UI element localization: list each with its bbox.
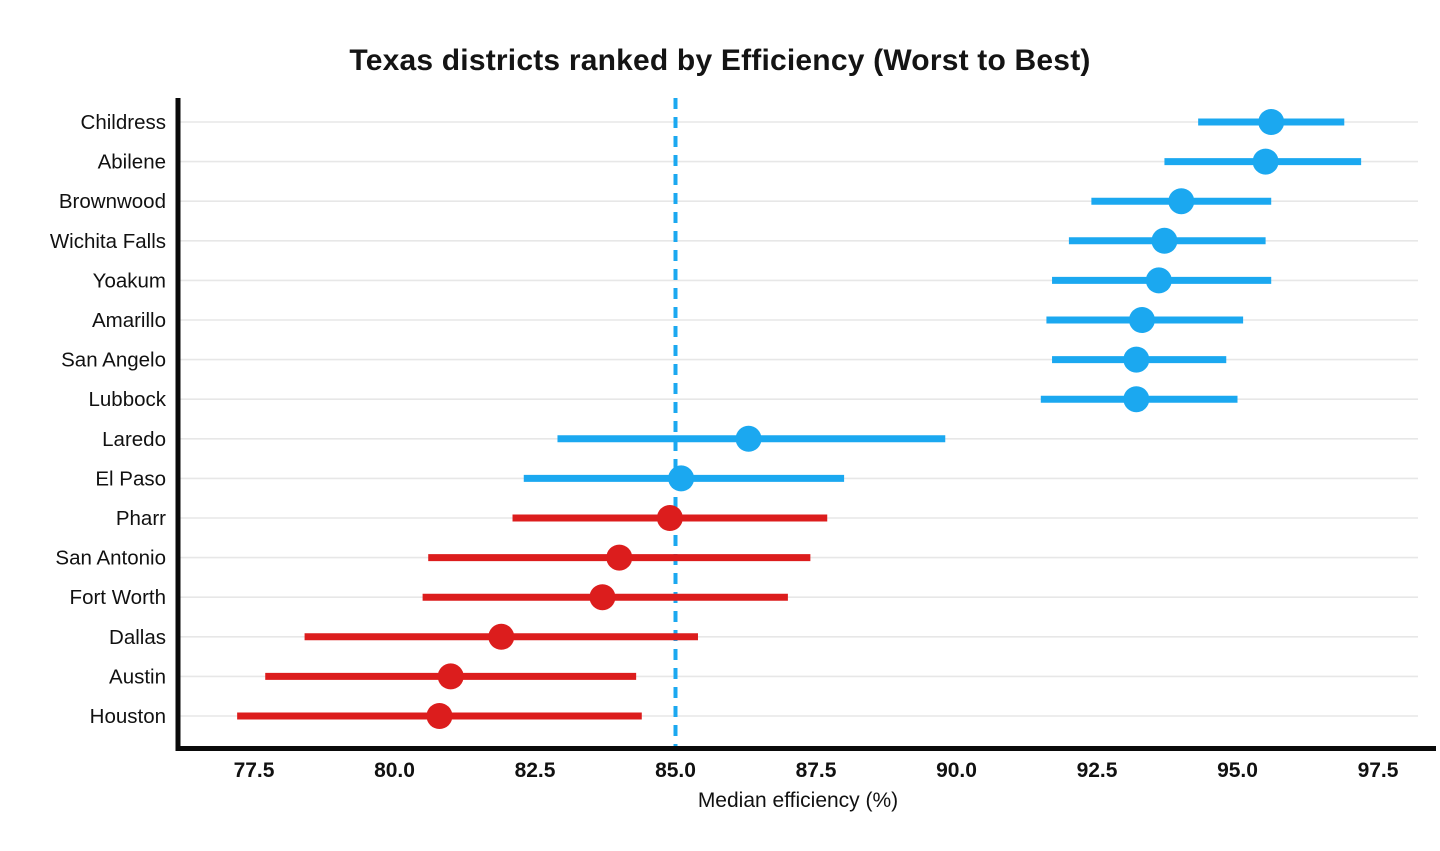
x-tick-label: 82.5: [515, 759, 556, 782]
y-tick-label: Lubbock: [88, 388, 166, 411]
median-dot: [1128, 307, 1155, 333]
median-dot: [656, 505, 683, 531]
x-tick-label: 80.0: [374, 759, 415, 782]
y-tick-label: San Antonio: [55, 547, 166, 570]
x-tick-label: 85.0: [655, 759, 696, 782]
y-tick-label: Houston: [90, 705, 166, 728]
median-dot: [437, 663, 464, 690]
median-dot: [1168, 188, 1195, 215]
y-tick-label: Abilene: [98, 151, 166, 174]
y-tick-label: Pharr: [116, 507, 166, 530]
x-tick-label: 97.5: [1358, 759, 1399, 782]
y-tick-label: Austin: [109, 665, 166, 688]
x-axis-title: Median efficiency (%): [698, 789, 898, 812]
y-tick-label: Amarillo: [92, 309, 166, 332]
median-dot: [1123, 346, 1150, 373]
median-dot: [668, 465, 695, 492]
y-tick-label: Childress: [81, 111, 166, 134]
median-dot: [1145, 267, 1172, 294]
x-tick-label: 87.5: [796, 759, 837, 782]
y-tick-label: Laredo: [102, 428, 166, 451]
y-tick-label: Wichita Falls: [50, 230, 166, 253]
median-dot: [1123, 386, 1150, 413]
y-tick-label: El Paso: [95, 467, 166, 490]
y-tick-label: Yoakum: [93, 269, 166, 292]
median-dot: [589, 584, 616, 611]
y-tick-label: Fort Worth: [70, 586, 166, 609]
median-dot: [1252, 148, 1279, 175]
median-dot: [1151, 227, 1178, 254]
median-dot: [606, 544, 633, 571]
x-tick-label: 90.0: [936, 759, 977, 782]
median-dot: [735, 425, 762, 452]
x-tick-label: 95.0: [1217, 759, 1258, 782]
x-tick-label: 92.5: [1077, 759, 1118, 782]
y-tick-label: Brownwood: [59, 190, 166, 213]
median-dot: [1258, 109, 1285, 135]
median-dot: [488, 623, 515, 650]
y-tick-label: Dallas: [109, 626, 166, 649]
chart-title: Texas districts ranked by Efficiency (Wo…: [349, 44, 1091, 77]
median-dot: [426, 703, 453, 729]
y-tick-label: San Angelo: [61, 349, 166, 372]
x-tick-label: 77.5: [234, 759, 275, 782]
